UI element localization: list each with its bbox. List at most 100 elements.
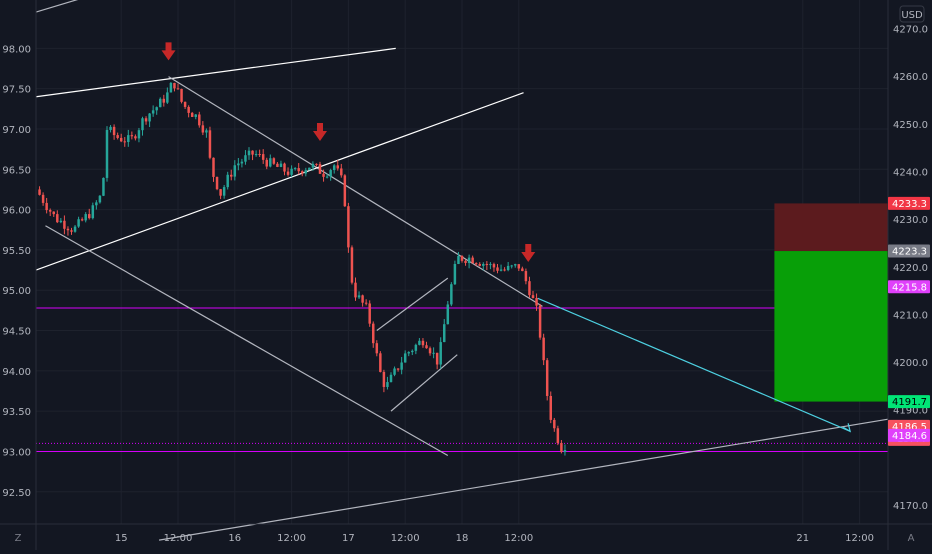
candle-body bbox=[350, 247, 354, 283]
candle-body bbox=[368, 303, 371, 324]
candle-body bbox=[237, 163, 240, 166]
left-axis-tick-label: 96.00 bbox=[2, 206, 31, 217]
right-axis-tick-label: 4210.0 bbox=[893, 310, 928, 321]
candle-body bbox=[52, 211, 55, 215]
right-price-axis[interactable]: 4270.0 4260.0 4250.0 4240.0 4230.0 4220.0 4210… bbox=[893, 25, 928, 512]
candle-body bbox=[134, 136, 137, 139]
trendline[interactable] bbox=[45, 225, 449, 456]
candle-body bbox=[219, 189, 222, 196]
auto-scale-button[interactable]: A bbox=[908, 533, 915, 544]
take-profit-zone[interactable] bbox=[774, 251, 888, 402]
candle-body bbox=[194, 114, 197, 117]
trendline[interactable] bbox=[35, 47, 396, 98]
left-axis-tick-label: 98.00 bbox=[2, 44, 31, 55]
candle-body bbox=[450, 284, 453, 305]
candle-body bbox=[382, 371, 386, 387]
price-label-layer: 4233.34223.34215.84191.74186.515:444184.… bbox=[888, 196, 930, 446]
candle-body bbox=[230, 174, 233, 177]
down-arrow-marker bbox=[161, 42, 176, 61]
trendline[interactable] bbox=[35, 92, 524, 271]
right-axis-tick-label: 4170.0 bbox=[893, 501, 928, 512]
candle-body bbox=[439, 342, 442, 365]
candle-body bbox=[325, 176, 329, 178]
candle-body bbox=[393, 368, 396, 375]
candle-body bbox=[66, 228, 70, 231]
candle-body bbox=[151, 110, 155, 114]
candle-body bbox=[84, 214, 87, 221]
candle-body bbox=[545, 360, 549, 396]
left-price-axis[interactable]: 98.00 97.50 97.00 96.50 96.00 95.50 95.00 94.50… bbox=[2, 44, 31, 498]
candle-body bbox=[261, 154, 265, 160]
candle-body bbox=[563, 449, 567, 453]
candle-body bbox=[400, 362, 403, 370]
trendline[interactable] bbox=[376, 277, 449, 332]
left-axis-tick-label: 93.00 bbox=[2, 447, 31, 458]
candle-body bbox=[105, 129, 109, 178]
candle-body bbox=[542, 337, 545, 361]
candle-body bbox=[347, 206, 350, 248]
candle-body bbox=[45, 202, 48, 211]
candle-body bbox=[141, 118, 144, 131]
candle-body bbox=[187, 106, 190, 113]
candle-body bbox=[489, 264, 492, 266]
candle-body bbox=[496, 267, 499, 271]
candle-body bbox=[286, 171, 290, 175]
candle-body bbox=[59, 220, 63, 223]
candle-body bbox=[443, 324, 446, 343]
candle-body bbox=[205, 130, 208, 133]
candle-body bbox=[435, 352, 439, 365]
candle-body bbox=[215, 176, 219, 190]
trendline[interactable] bbox=[158, 418, 889, 541]
trendline[interactable] bbox=[537, 297, 851, 432]
candle-body bbox=[123, 141, 126, 143]
candle-body bbox=[272, 158, 276, 164]
candle-body bbox=[208, 130, 212, 158]
candle-body bbox=[482, 263, 485, 266]
left-axis-tick-label: 95.00 bbox=[2, 286, 31, 297]
candle-body bbox=[318, 164, 322, 174]
candle-body bbox=[354, 282, 357, 298]
arrow-layer bbox=[161, 42, 536, 262]
time-axis-tick-label: 16 bbox=[228, 533, 241, 544]
candle-body bbox=[389, 374, 393, 383]
candle-body bbox=[304, 170, 308, 174]
candle-body bbox=[48, 210, 52, 212]
candle-body bbox=[180, 88, 183, 102]
candle-body bbox=[379, 353, 382, 372]
candle-body bbox=[453, 263, 457, 285]
trendline[interactable] bbox=[35, 0, 183, 13]
candle-body bbox=[212, 157, 215, 177]
candle-body bbox=[283, 163, 286, 172]
stop-loss-zone[interactable] bbox=[774, 203, 888, 252]
candle-body bbox=[112, 126, 116, 136]
candle-body bbox=[421, 340, 425, 346]
candle-body bbox=[183, 101, 187, 107]
candle-body bbox=[528, 281, 531, 296]
candle-body bbox=[311, 163, 315, 168]
candle-body bbox=[503, 269, 506, 271]
candle-body bbox=[198, 114, 201, 126]
candle-body bbox=[130, 135, 134, 137]
price-label-badge bbox=[888, 196, 930, 210]
candle-body bbox=[148, 113, 151, 122]
time-axis[interactable]: 15 12:00 16 12:00 17 12:00 18 12:00 21 12:00 bbox=[115, 533, 874, 544]
candle-body bbox=[127, 135, 130, 142]
candle-body bbox=[166, 92, 169, 103]
candle-body bbox=[336, 165, 339, 169]
timezone-mark[interactable]: Z bbox=[15, 533, 22, 544]
trendline-layer[interactable] bbox=[35, 0, 889, 541]
candle-body bbox=[88, 214, 91, 219]
candle-body bbox=[474, 263, 478, 265]
candle-body bbox=[418, 340, 421, 345]
candle-body bbox=[425, 345, 428, 349]
position-tool[interactable] bbox=[774, 203, 888, 402]
candle-body bbox=[144, 118, 148, 122]
candle-body bbox=[308, 167, 311, 171]
currency-badge[interactable]: USD bbox=[899, 5, 925, 23]
left-axis-tick-label: 96.50 bbox=[2, 165, 31, 176]
trendline[interactable] bbox=[168, 76, 543, 307]
trendline[interactable] bbox=[390, 354, 458, 412]
candle-body bbox=[556, 428, 560, 443]
candle-body bbox=[357, 295, 361, 298]
